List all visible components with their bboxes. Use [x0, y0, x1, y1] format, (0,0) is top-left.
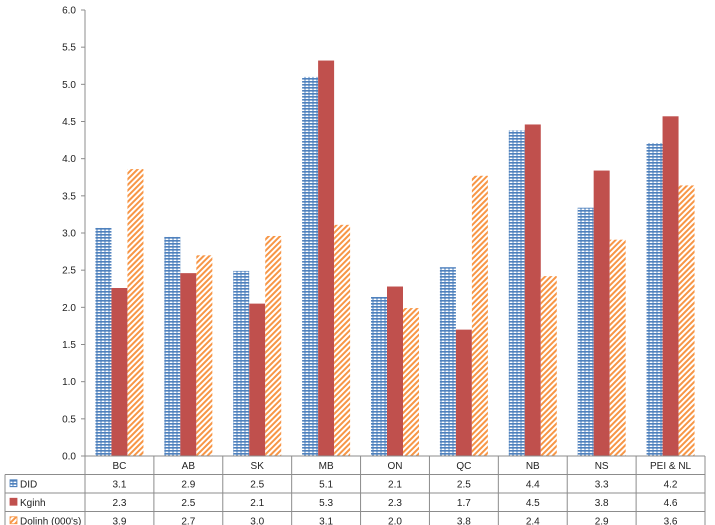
table-cell: 2.4: [526, 516, 540, 525]
bar-did-on: [371, 296, 387, 456]
table-cell: 2.9: [595, 516, 609, 525]
bar-dolinh-000-s-pei-nl: [678, 185, 695, 456]
table-cell: 2.5: [457, 479, 471, 490]
table-cell: 2.3: [388, 498, 402, 509]
table-cell: 5.1: [319, 479, 333, 490]
bar-dolinh-000-s-on: [403, 308, 419, 456]
category-label: NB: [526, 461, 540, 472]
bars-group: [95, 60, 695, 457]
y-tick-label: 2.0: [62, 303, 76, 314]
table-cell: 3.8: [457, 516, 471, 525]
bar-dolinh-000-s-sk: [265, 235, 282, 456]
y-tick-label: 1.0: [62, 377, 76, 388]
table-cell: 2.0: [388, 516, 402, 525]
y-tick-label: 6.0: [62, 6, 76, 17]
table-cell: 4.6: [664, 498, 678, 509]
table-cell: 2.5: [181, 498, 195, 509]
category-label: AB: [182, 461, 196, 472]
bar-dolinh-000-s-bc: [127, 169, 144, 456]
table-cell: 3.1: [112, 479, 126, 490]
bar-dolinh-000-s-ns: [609, 239, 626, 456]
bar-did-ns: [577, 207, 594, 456]
y-tick-label: 4.0: [62, 154, 76, 165]
category-label: ON: [388, 461, 403, 472]
legend-key-1: [9, 497, 18, 506]
bar-kginh-ns: [593, 170, 610, 456]
bar-kginh-bc: [111, 288, 128, 456]
category-label: MB: [319, 461, 334, 472]
table-cell: 2.5: [250, 479, 264, 490]
y-tick-label: 5.5: [62, 43, 76, 54]
y-tick-label: 2.5: [62, 266, 76, 277]
bar-kginh-qc: [455, 329, 472, 456]
legend-label: Kginh: [20, 498, 46, 509]
table-cell: 2.7: [181, 516, 195, 525]
bar-did-pei-nl: [646, 143, 663, 456]
legend-key-2: [9, 516, 18, 525]
table-cell: 2.1: [250, 498, 264, 509]
category-label: SK: [251, 461, 265, 472]
table-cell: 3.6: [664, 516, 678, 525]
bar-did-qc: [439, 267, 456, 456]
y-tick-label: 4.5: [62, 117, 76, 128]
y-tick-label: 1.5: [62, 340, 76, 351]
table-cell: 3.3: [595, 479, 609, 490]
category-label: PEI & NL: [650, 461, 692, 472]
axes: 0.0 0.5 1.0 1.5 2.0 2.5 3.0 3.5 4.0 4.5 5.0 5.5 6.0: [62, 6, 86, 463]
bar-kginh-sk: [249, 303, 266, 456]
bar-did-sk: [233, 270, 250, 456]
y-tick-label: 3.0: [62, 229, 76, 240]
table-cell: 4.5: [526, 498, 540, 509]
table-cell: 2.9: [181, 479, 195, 490]
bar-kginh-ab: [180, 273, 197, 456]
legend-key-0: [9, 479, 18, 488]
y-tick-label: 0.0: [62, 452, 76, 463]
legend-label: Dolinh (000's): [20, 516, 81, 525]
table-cell: 3.0: [250, 516, 264, 525]
bar-did-mb: [302, 76, 319, 457]
category-label: QC: [456, 461, 471, 472]
bar-kginh-pei-nl: [662, 116, 679, 457]
y-tick-label: 3.5: [62, 191, 76, 202]
bar-kginh-mb: [318, 60, 335, 457]
category-label: BC: [112, 461, 126, 472]
bar-dolinh-000-s-mb: [334, 224, 351, 456]
bar-kginh-nb: [524, 124, 541, 457]
table-cell: 1.7: [457, 498, 471, 509]
table-cell: 5.3: [319, 498, 333, 509]
table-cell: 4.4: [526, 479, 540, 490]
table-cell: 3.1: [319, 516, 333, 525]
category-label: NS: [595, 461, 609, 472]
table-cell: 2.1: [388, 479, 402, 490]
table-cell: 3.8: [595, 498, 609, 509]
bar-kginh-on: [387, 286, 403, 456]
data-table: BC AB SK MB ON QC NB NS PEI & NL DID 3.1 2.9 2.5 5.1 2…: [4, 455, 706, 525]
bar-dolinh-000-s-nb: [540, 276, 557, 456]
table-cell: 3.9: [112, 516, 126, 525]
legend-label: DID: [20, 479, 37, 490]
y-tick-label: 0.5: [62, 414, 76, 425]
table-cell: 4.2: [664, 479, 678, 490]
bar-did-ab: [164, 236, 181, 456]
bar-dolinh-000-s-ab: [196, 255, 213, 456]
y-tick-label: 5.0: [62, 80, 76, 91]
bar-did-bc: [95, 227, 112, 456]
bar-dolinh-000-s-qc: [471, 175, 488, 456]
table-cell: 2.3: [112, 498, 126, 509]
bar-did-nb: [508, 130, 525, 457]
